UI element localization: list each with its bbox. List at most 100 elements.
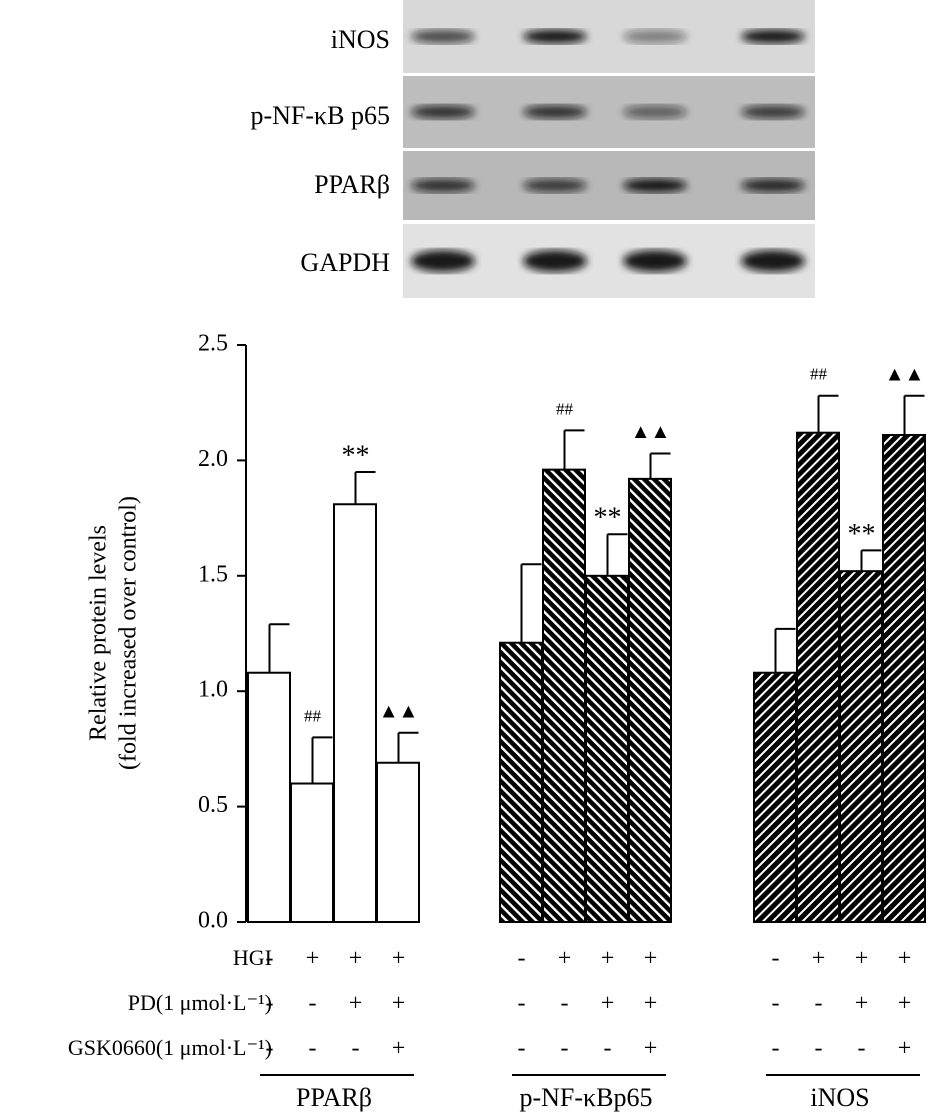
condition-sign: - — [309, 991, 317, 1017]
error-bar — [354, 470, 376, 505]
condition-sign: - — [266, 946, 274, 972]
blot-label: p-NF-κB p65 — [251, 101, 391, 130]
bar — [333, 503, 377, 923]
error-bar — [563, 429, 585, 470]
bar — [542, 468, 586, 923]
condition-sign: + — [644, 1036, 658, 1062]
blot-band — [523, 29, 587, 44]
condition-sign: - — [518, 991, 526, 1017]
condition-sign: + — [898, 991, 912, 1017]
error-bar — [860, 549, 882, 572]
error-bar — [311, 736, 333, 784]
condition-sign: + — [306, 946, 320, 972]
condition-sign: - — [604, 1036, 612, 1062]
condition-sign: + — [392, 991, 406, 1017]
condition-sign: + — [349, 946, 363, 972]
blot-band — [623, 105, 687, 119]
y-label: Relative protein levels (fold increased o… — [86, 496, 142, 770]
condition-sign: - — [815, 991, 823, 1017]
bar — [796, 431, 840, 923]
condition-sign: + — [392, 1036, 406, 1062]
y-tick-label: 1.5 — [198, 561, 228, 587]
error-bar — [774, 627, 796, 673]
condition-sign: - — [266, 1036, 274, 1062]
bar — [499, 641, 543, 923]
y-label-line: Relative protein levels — [86, 525, 112, 741]
blot-band — [411, 250, 475, 272]
annotation: ▲▲ — [631, 421, 671, 443]
blot-band — [623, 178, 687, 193]
condition-sign: - — [858, 1036, 866, 1062]
error-bar — [520, 563, 542, 643]
blot-label: PPARβ — [314, 170, 390, 199]
condition-sign: + — [644, 946, 658, 972]
error-bar — [817, 394, 839, 433]
blot-band — [411, 29, 475, 44]
error-bar — [606, 533, 628, 576]
group-label: iNOS — [810, 1083, 869, 1112]
annotation: ## — [556, 399, 574, 418]
blot-band — [523, 105, 587, 119]
condition-sign: + — [392, 946, 406, 972]
annotation: ** — [848, 519, 876, 550]
condition-sign: - — [815, 1036, 823, 1062]
bar — [376, 761, 420, 923]
condition-sign: - — [352, 1036, 360, 1062]
bar-chart: 0.0 0.5 1.0 1.5 2.0 2.5 Relative protein level… — [68, 331, 926, 1112]
blot-band — [523, 178, 587, 193]
bar — [839, 570, 883, 924]
condition-sign: + — [601, 946, 615, 972]
blot-band — [741, 29, 805, 44]
condition-sign: - — [772, 1036, 780, 1062]
annotation: ▲▲ — [379, 700, 419, 722]
y-tick-label: 2.0 — [198, 446, 228, 472]
y-label-line: (fold increased over control) — [116, 496, 142, 770]
blot-label: GAPDH — [300, 248, 390, 277]
y-tick-label: 1.0 — [198, 677, 228, 703]
condition-label: GSK0660(1 μmol·L⁻¹) — [68, 1035, 272, 1060]
bar — [628, 477, 672, 923]
condition-sign: - — [518, 1036, 526, 1062]
condition-sign: + — [855, 946, 869, 972]
group-label: p-NF-κBp65 — [520, 1083, 653, 1112]
blot-band — [411, 105, 475, 119]
error-bar — [268, 623, 290, 673]
annotation: ** — [342, 440, 370, 471]
y-tick-label: 2.5 — [198, 331, 228, 357]
error-bar — [649, 452, 671, 479]
condition-label: HGI — [233, 945, 272, 970]
condition-sign: + — [898, 946, 912, 972]
blot-band — [411, 178, 475, 193]
bar — [247, 671, 291, 924]
condition-sign: - — [561, 1036, 569, 1062]
condition-sign: + — [558, 946, 572, 972]
blot-band — [741, 105, 805, 119]
condition-label: PD(1 μmol·L⁻¹) — [128, 990, 272, 1015]
condition-sign: + — [812, 946, 826, 972]
error-bar — [903, 394, 925, 436]
condition-sign: - — [772, 991, 780, 1017]
annotation: ## — [304, 706, 322, 725]
bar — [585, 574, 629, 923]
blot-label: iNOS — [331, 25, 390, 54]
annotation: ** — [594, 503, 622, 534]
blot-band — [741, 250, 805, 272]
bar — [882, 434, 926, 923]
group-label: PPARβ — [296, 1083, 372, 1112]
annotation: ▲▲ — [885, 363, 925, 385]
condition-sign: + — [601, 991, 615, 1017]
condition-sign: + — [644, 991, 658, 1017]
condition-sign: + — [898, 1036, 912, 1062]
condition-sign: - — [309, 1036, 317, 1062]
condition-sign: - — [518, 946, 526, 972]
condition-sign: + — [855, 991, 869, 1017]
condition-sign: - — [772, 946, 780, 972]
blot-band — [623, 29, 687, 44]
error-bar — [397, 731, 419, 763]
bar — [290, 782, 334, 924]
western-blot: iNOS p-NF-κB p65 PPARβ GAPDH — [251, 0, 815, 298]
annotation: ## — [810, 365, 828, 384]
y-tick-label: 0.0 — [198, 908, 228, 934]
y-tick-label: 0.5 — [198, 792, 228, 818]
